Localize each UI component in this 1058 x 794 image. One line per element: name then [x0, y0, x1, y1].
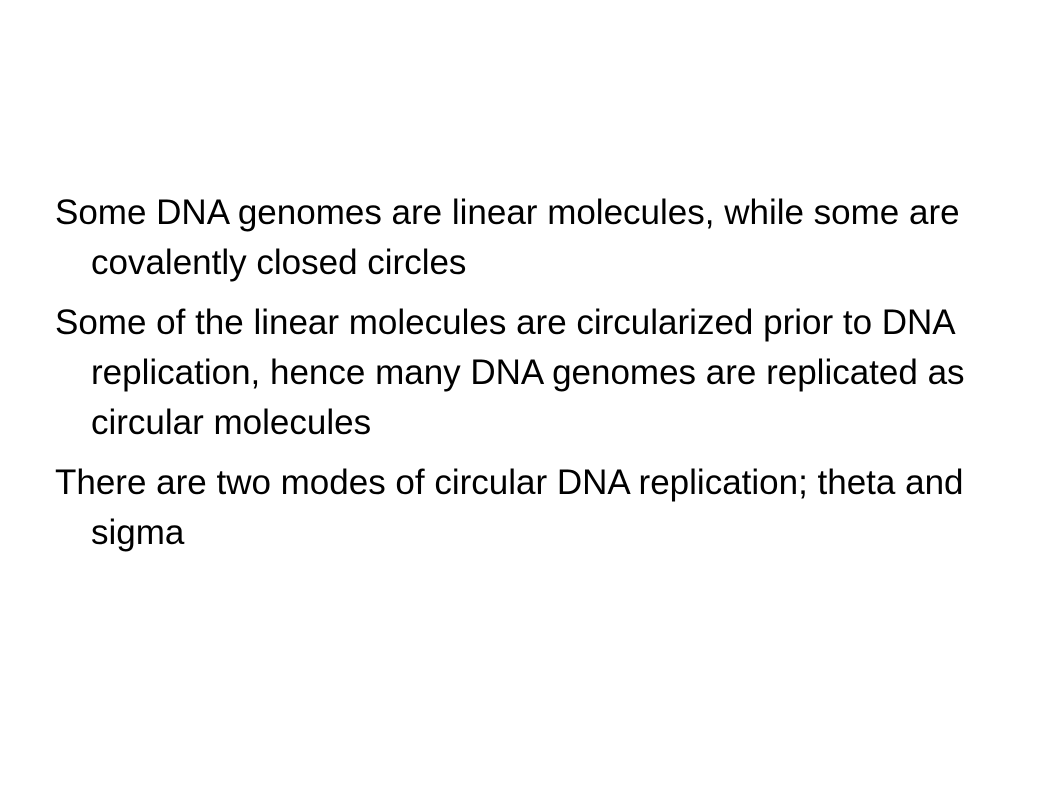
- paragraph-linear-circular-genomes: Some DNA genomes are linear molecules, w…: [55, 193, 960, 282]
- slide-body: Some DNA genomes are linear molecules, w…: [55, 188, 1015, 568]
- paragraph-circularization: Some of the linear molecules are circula…: [55, 303, 965, 442]
- paragraph-replication-modes: There are two modes of circular DNA repl…: [55, 463, 964, 552]
